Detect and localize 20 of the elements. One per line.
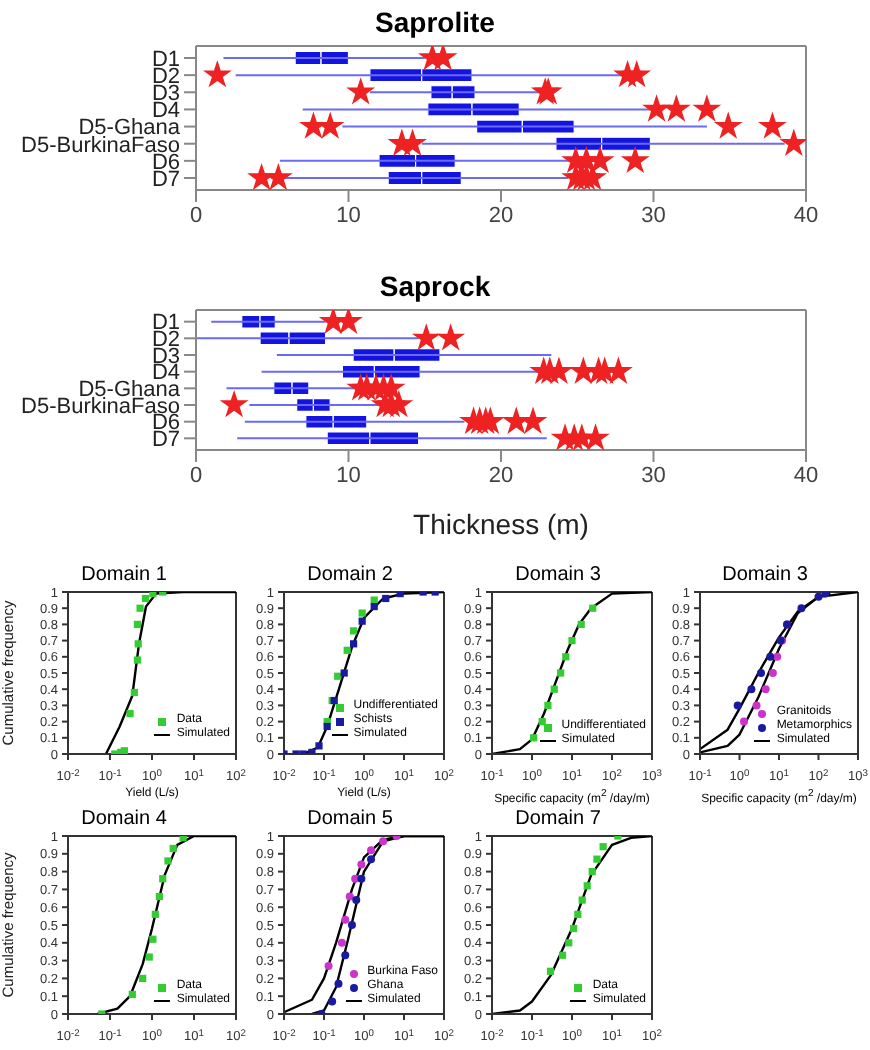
x-axis-title: Thickness (m) [413, 508, 589, 541]
x-tick-label: 20 [488, 204, 514, 229]
x-tick-label: 40 [793, 204, 819, 229]
x-tick-label: 20 [488, 464, 514, 489]
chart-title: Domain 2 [305, 564, 395, 586]
x-tick-label: 10 [336, 204, 361, 229]
x-tick-label: 30 [641, 464, 666, 489]
x-tick-label: 0 [189, 204, 203, 229]
chart-title: Saprock [377, 270, 493, 303]
x-tick-label: 0 [189, 464, 203, 489]
chart-title: Domain 3 [513, 564, 603, 586]
x-tick-label: 40 [793, 464, 819, 489]
chart-title: Saprolite [373, 6, 497, 39]
chart-title: Domain 4 [79, 808, 169, 830]
x-tick-label: 30 [641, 204, 666, 229]
chart-title: Domain 7 [513, 808, 603, 830]
x-tick-label: 10 [336, 464, 361, 489]
chart-title: Domain 3 [720, 564, 810, 586]
chart-title: Domain 5 [305, 808, 395, 830]
chart-title: Domain 1 [79, 564, 169, 586]
